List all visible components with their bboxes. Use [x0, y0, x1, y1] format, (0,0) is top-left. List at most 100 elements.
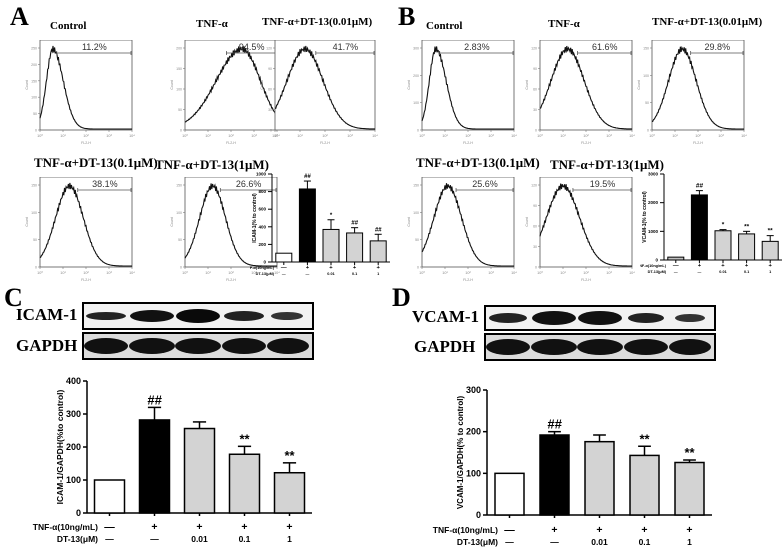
bar — [322, 228, 340, 263]
histogram-plot: 0 30 60 90 120 Count 10⁰ 10¹ 10² 10³ 10⁴ FL2-H 61.6% — [525, 40, 635, 145]
bar — [228, 453, 261, 514]
tnf-row-label: TNF-α(10ng/mL) — [433, 525, 498, 535]
svg-text:2000: 2000 — [648, 200, 659, 205]
dt13-condition: 0.1 — [639, 537, 651, 547]
blot-label-gapdh-c: GAPDH — [16, 336, 78, 355]
svg-text:120: 120 — [266, 47, 272, 51]
gate-percentage: 19.5% — [590, 179, 616, 189]
dt13-condition: 1 — [769, 270, 771, 274]
svg-text:10⁴: 10⁴ — [372, 134, 378, 138]
svg-text:10¹: 10¹ — [60, 134, 66, 138]
svg-text:800: 800 — [258, 189, 266, 194]
svg-text:FL2-H: FL2-H — [81, 141, 91, 145]
svg-text:200: 200 — [176, 47, 182, 51]
svg-text:Count: Count — [525, 217, 529, 226]
svg-text:10³: 10³ — [606, 134, 612, 138]
western-blot-c — [82, 302, 314, 360]
svg-text:150: 150 — [643, 47, 649, 51]
svg-text:10⁴: 10⁴ — [129, 271, 135, 275]
svg-text:Count: Count — [170, 80, 174, 89]
svg-text:3000: 3000 — [648, 172, 659, 177]
tnf-condition: + — [306, 265, 310, 271]
svg-text:10²: 10² — [83, 134, 89, 138]
dt13-row-label: DT-13(μM) — [457, 537, 498, 547]
histogram-title: TNF-α+DT-13(0.1μM) — [34, 155, 158, 170]
svg-text:Count: Count — [637, 80, 641, 89]
panel-letter-d: D — [392, 283, 411, 312]
svg-text:Count: Count — [170, 217, 174, 226]
tnf-condition: — — [104, 521, 115, 533]
svg-text:0: 0 — [535, 129, 537, 133]
gate-percentage: 2.83% — [464, 42, 490, 52]
svg-text:100: 100 — [466, 468, 481, 478]
svg-text:90: 90 — [533, 204, 537, 208]
dt13-condition: — — [150, 534, 159, 544]
dt13-condition: — — [674, 270, 678, 274]
svg-text:10⁰: 10⁰ — [537, 271, 543, 275]
svg-text:10⁰: 10⁰ — [649, 134, 655, 138]
gate-percentage: 11.2% — [82, 42, 107, 52]
svg-text:60: 60 — [533, 225, 537, 229]
svg-text:10⁰: 10⁰ — [182, 134, 188, 138]
bar — [369, 240, 387, 263]
histogram-plot: 0 50 100 150 200 250 Count 10⁰ 10¹ 10² 10³ 10⁴ FL2-H… — [25, 40, 135, 145]
significance-marker: * — [722, 222, 725, 229]
svg-text:0: 0 — [35, 266, 37, 270]
svg-text:FL2-H: FL2-H — [693, 141, 703, 145]
svg-text:0: 0 — [417, 129, 419, 133]
svg-text:10³: 10³ — [106, 271, 112, 275]
y-axis-label: VCAM-1(% to control) — [642, 191, 648, 243]
svg-text:FL2-H: FL2-H — [463, 141, 473, 145]
svg-text:50: 50 — [415, 238, 419, 242]
bar — [183, 427, 216, 514]
significance-marker: ** — [284, 448, 295, 463]
blot-label-gapdh-d: GAPDH — [414, 337, 476, 356]
dt13-condition: 0.1 — [744, 270, 749, 274]
tnf-condition: + — [241, 521, 247, 533]
svg-text:0: 0 — [476, 510, 481, 520]
svg-text:10¹: 10¹ — [560, 134, 566, 138]
svg-text:10⁰: 10⁰ — [37, 271, 43, 275]
dt13-condition: — — [698, 270, 702, 274]
svg-text:100: 100 — [413, 101, 419, 105]
tnf-condition: + — [353, 265, 357, 271]
svg-text:10²: 10² — [583, 271, 589, 275]
dt13-condition: — — [505, 537, 514, 547]
gate-percentage: 94.5% — [239, 42, 265, 52]
tnf-condition: + — [596, 524, 602, 536]
svg-text:120: 120 — [531, 47, 537, 51]
svg-text:10⁴: 10⁴ — [511, 271, 517, 275]
dt13-condition: 1 — [687, 537, 692, 547]
significance-marker: ## — [696, 183, 704, 190]
y-axis-label: ICAM-1/GAPDH(%to control) — [55, 389, 65, 504]
svg-text:10⁰: 10⁰ — [537, 134, 543, 138]
svg-text:10¹: 10¹ — [672, 134, 678, 138]
bar — [539, 434, 570, 516]
tnf-row-label: TNF-α(10ng/mL) — [640, 264, 667, 268]
svg-text:10¹: 10¹ — [297, 134, 303, 138]
histogram-title: TNF-α+DT-13(1μM) — [550, 157, 664, 172]
svg-text:0: 0 — [180, 129, 182, 133]
svg-text:50: 50 — [33, 112, 37, 116]
svg-text:150: 150 — [31, 79, 37, 83]
tnf-condition: — — [673, 263, 679, 269]
svg-text:10⁰: 10⁰ — [37, 134, 43, 138]
tnf-condition: + — [769, 263, 773, 269]
bar — [690, 194, 708, 261]
panel-letter-b: B — [398, 2, 416, 31]
western-blot-d — [484, 305, 716, 361]
gate-percentage: 41.7% — [333, 42, 359, 52]
svg-text:150: 150 — [176, 184, 182, 188]
bar — [738, 233, 756, 261]
svg-text:60: 60 — [268, 88, 272, 92]
svg-text:10¹: 10¹ — [205, 134, 211, 138]
tnf-condition: + — [641, 524, 647, 536]
svg-text:100: 100 — [66, 475, 81, 485]
bar — [667, 256, 685, 261]
significance-marker: ** — [239, 431, 250, 446]
tnf-condition: + — [377, 265, 381, 271]
tnf-condition: + — [551, 524, 557, 536]
svg-text:10³: 10³ — [251, 134, 257, 138]
svg-text:10³: 10³ — [718, 134, 724, 138]
